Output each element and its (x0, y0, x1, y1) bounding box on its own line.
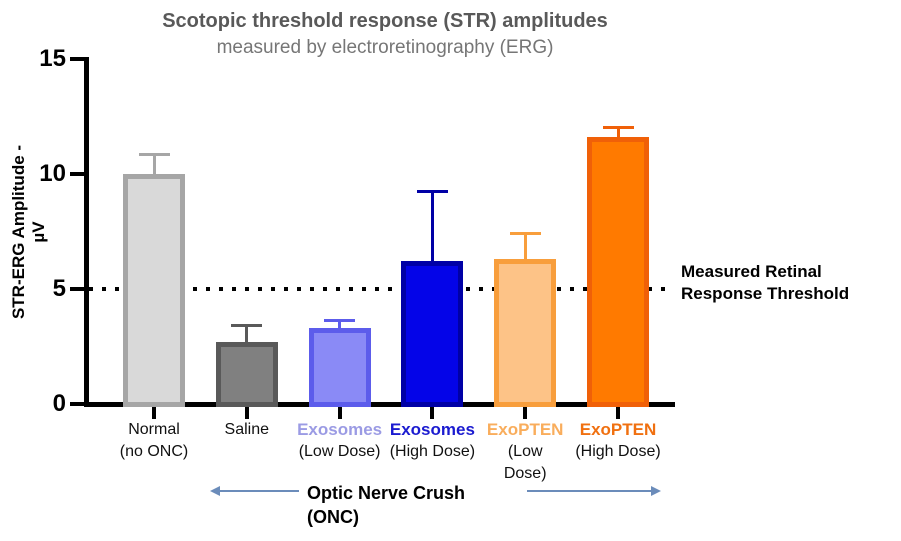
x-label-name: Exosomes (389, 420, 475, 439)
threshold-label: Measured Retinal Response Threshold (681, 261, 849, 305)
threshold-label-line2: Response Threshold (681, 284, 850, 303)
x-label-dose: (Low (507, 443, 543, 460)
x-axis-tick (523, 407, 528, 419)
y-axis-tick (70, 287, 85, 291)
x-category-label: ExoPTEN (Low Dose) (473, 419, 577, 485)
x-category-label: Normal (no ONC) (102, 419, 206, 463)
x-category-label: ExoPTEN (High Dose) (566, 419, 670, 463)
x-axis-tick (152, 407, 156, 419)
threshold-dotted-line (89, 287, 667, 291)
x-label-name: Normal (128, 421, 180, 438)
left-arrow-icon (210, 486, 220, 496)
x-label-name: ExoPTEN (486, 420, 564, 439)
x-label-dose: (High Dose) (575, 443, 661, 460)
x-category-label: Exosomes (High Dose) (380, 419, 484, 463)
x-label-name: ExoPTEN (579, 420, 657, 439)
error-bar-cap (416, 190, 448, 194)
y-tick-label: 5 (52, 275, 66, 302)
error-bar-cap (324, 318, 356, 322)
right-arrow-line (527, 490, 651, 492)
y-axis-line (84, 57, 89, 407)
bar (401, 261, 464, 407)
right-arrow-icon (651, 486, 661, 496)
chart-subtitle: measured by electroretinography (ERG) (216, 37, 554, 58)
onc-annotation-line1: Optic Nerve Crush (307, 483, 466, 503)
error-bar-cap (509, 231, 541, 235)
x-label-dose: (no ONC) (119, 443, 189, 460)
x-label-dose: (High Dose) (389, 443, 476, 460)
bar (215, 341, 278, 407)
error-bar-stem (430, 190, 434, 262)
bar (123, 174, 185, 407)
x-label-name: Exosomes (297, 420, 383, 439)
x-category-label: Saline (195, 419, 299, 441)
bar (308, 328, 371, 407)
x-axis-line (84, 402, 675, 407)
y-tick-label: 0 (52, 390, 66, 417)
error-bar-cap (602, 125, 634, 129)
x-axis-tick (244, 407, 249, 419)
bar (494, 259, 557, 407)
y-tick-label: 10 (39, 160, 66, 187)
left-arrow-line (219, 490, 299, 492)
chart-title: Scotopic threshold response (STR) amplit… (162, 10, 608, 32)
x-axis-tick (337, 407, 342, 419)
error-bar-stem (338, 318, 342, 329)
threshold-label-line1: Measured Retinal (681, 262, 822, 281)
y-axis-tick (70, 402, 85, 406)
error-bar-stem (245, 323, 249, 342)
error-bar-cap (231, 323, 263, 327)
onc-annotation-line2: (ONC) (307, 507, 359, 527)
x-axis-tick (430, 407, 435, 419)
error-bar-stem (616, 125, 620, 138)
x-label-dose: (Low Dose) (298, 443, 381, 460)
x-axis-tick (616, 407, 620, 419)
bar (587, 137, 649, 407)
y-axis-tick (70, 57, 85, 61)
x-label-dose: Dose) (503, 465, 547, 482)
onc-annotation: Optic Nerve Crush (ONC) (307, 481, 465, 529)
y-tick-label: 15 (39, 45, 66, 72)
x-label-name: Saline (224, 421, 270, 438)
error-bar-cap (138, 153, 170, 157)
y-axis-tick (70, 172, 85, 176)
error-bar-stem (152, 153, 156, 174)
x-category-label: Exosomes (Low Dose) (288, 419, 392, 463)
error-bar-stem (523, 231, 527, 260)
